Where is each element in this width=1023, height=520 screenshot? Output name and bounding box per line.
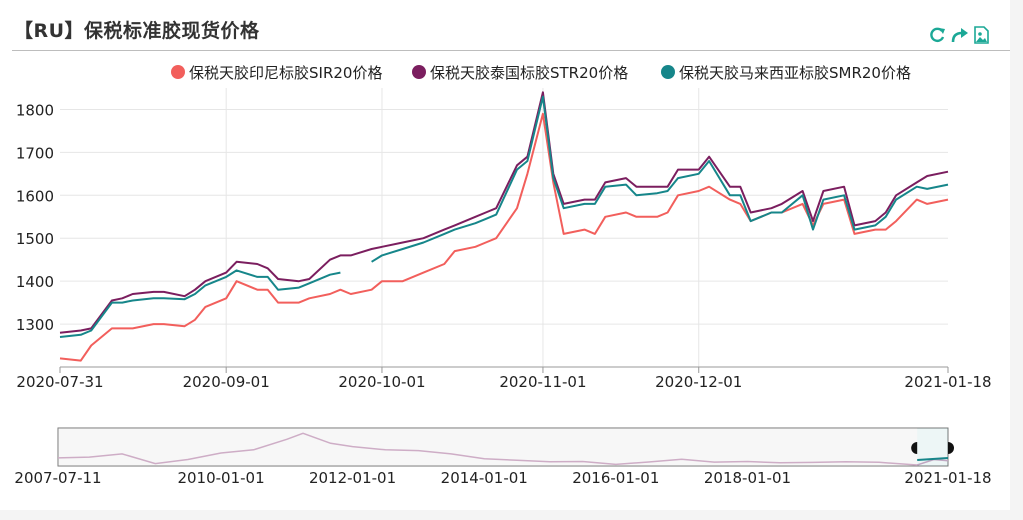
plot-area bbox=[59, 91, 949, 362]
navigator-handle-right[interactable] bbox=[948, 442, 954, 454]
chart-title: 【RU】保税标准胶现货价格 bbox=[14, 20, 260, 42]
y-tick-label: 1500 bbox=[16, 230, 54, 248]
y-tick-label: 1300 bbox=[16, 316, 54, 334]
navigator-tick-label: 2010-01-01 bbox=[177, 469, 264, 487]
legend-marker bbox=[171, 65, 185, 79]
navigator-tick-label: 2016-01-01 bbox=[572, 469, 659, 487]
series-line-sir bbox=[59, 112, 949, 362]
x-tick-label: 2020-10-01 bbox=[338, 373, 425, 391]
y-tick-label: 1600 bbox=[16, 187, 54, 205]
legend-item-smr[interactable]: 保税天胶马来西亚标胶SMR20价格 bbox=[661, 64, 911, 82]
x-tick-label: 2021-01-18 bbox=[904, 373, 991, 391]
legend-marker bbox=[661, 65, 675, 79]
chart-svg: 保税天胶印尼标胶SIR20价格 保税天胶泰国标胶STR20价格 保税天胶马来西亚标胶… bbox=[14, 64, 992, 487]
navigator-selected-series bbox=[917, 457, 949, 461]
y-tick-label: 1400 bbox=[16, 273, 54, 291]
y-tick-label: 1700 bbox=[16, 144, 54, 162]
toolbar bbox=[928, 26, 990, 44]
grid bbox=[60, 88, 948, 367]
x-axis: 2020-07-31 2020-09-01 2020-10-01 2020-11-01… bbox=[16, 366, 992, 391]
share-icon[interactable] bbox=[950, 26, 968, 44]
legend-item-sir[interactable]: 保税天胶印尼标胶SIR20价格 bbox=[171, 64, 382, 82]
navigator-mask bbox=[58, 428, 918, 466]
y-tick-label: 1800 bbox=[16, 101, 54, 119]
legend[interactable]: 保税天胶印尼标胶SIR20价格 保税天胶泰国标胶STR20价格 保税天胶马来西亚标胶… bbox=[171, 64, 911, 82]
x-tick-label: 2020-07-31 bbox=[16, 373, 103, 391]
x-tick-label: 2020-12-01 bbox=[655, 373, 742, 391]
navigator-tick-label: 2021-01-18 bbox=[904, 469, 991, 487]
navigator[interactable]: 2007-07-11 2010-01-01 2012-01-01 2014-01-01… bbox=[14, 427, 992, 487]
series-line-str bbox=[59, 91, 949, 334]
navigator-handle-left[interactable] bbox=[911, 442, 918, 454]
navigator-history-line bbox=[57, 432, 949, 466]
navigator-tick-label: 2014-01-01 bbox=[441, 469, 528, 487]
legend-label: 保税天胶泰国标胶STR20价格 bbox=[430, 64, 628, 82]
legend-label: 保税天胶马来西亚标胶SMR20价格 bbox=[679, 64, 911, 82]
x-tick-label: 2020-09-01 bbox=[183, 373, 270, 391]
legend-item-str[interactable]: 保税天胶泰国标胶STR20价格 bbox=[412, 64, 628, 82]
legend-marker bbox=[412, 65, 426, 79]
y-axis: 1300 1400 1500 1600 1700 1800 bbox=[16, 101, 54, 334]
save-image-icon[interactable] bbox=[972, 26, 990, 44]
series-line-smr bbox=[59, 95, 949, 338]
chart-header: 【RU】保税标准胶现货价格 bbox=[12, 0, 1010, 51]
navigator-tick-label: 2007-07-11 bbox=[14, 469, 101, 487]
x-tick-label: 2020-11-01 bbox=[499, 373, 586, 391]
chart-panel: 【RU】保税标准胶现货价格 bbox=[0, 0, 1010, 510]
legend-label: 保税天胶印尼标胶SIR20价格 bbox=[189, 64, 382, 82]
navigator-tick-label: 2012-01-01 bbox=[309, 469, 396, 487]
refresh-icon[interactable] bbox=[928, 26, 946, 44]
navigator-tick-label: 2018-01-01 bbox=[704, 469, 791, 487]
